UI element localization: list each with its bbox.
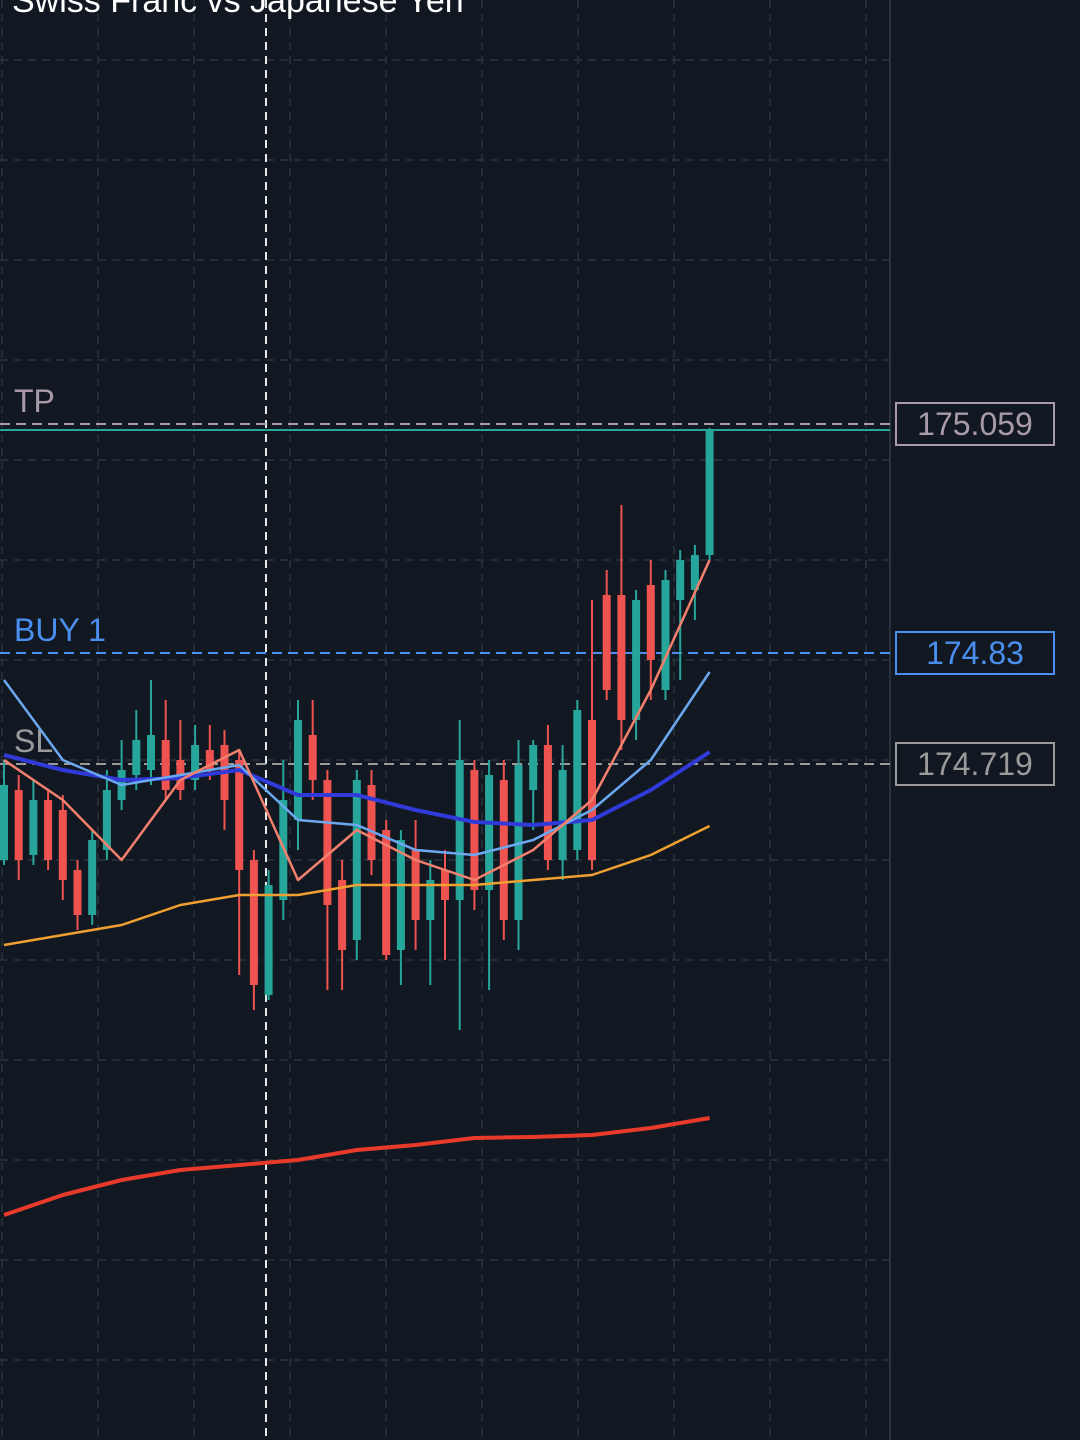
candle-body bbox=[499, 780, 508, 920]
candle-body bbox=[705, 430, 714, 555]
candle-body bbox=[588, 720, 596, 860]
candle-body bbox=[529, 745, 538, 790]
moving-average bbox=[3, 750, 711, 827]
candle-body bbox=[73, 870, 82, 915]
candle-body bbox=[191, 745, 200, 780]
candle-body bbox=[455, 760, 464, 900]
candle-body bbox=[661, 580, 670, 690]
candle-body bbox=[205, 750, 214, 770]
chart-title: Swiss Franc vs Japanese Yen bbox=[12, 0, 464, 20]
candle-body bbox=[102, 790, 111, 850]
candle-body bbox=[573, 710, 582, 850]
candle-body bbox=[249, 860, 258, 985]
candle-body bbox=[690, 555, 699, 590]
candle-body bbox=[617, 595, 626, 720]
moving-average bbox=[3, 824, 711, 947]
price-label: 174.83 bbox=[926, 635, 1024, 671]
candle-body bbox=[543, 745, 552, 860]
candle-body bbox=[426, 880, 435, 920]
candle-body bbox=[147, 735, 155, 770]
candle-body bbox=[602, 595, 611, 690]
candle-body bbox=[308, 735, 317, 780]
price-box bbox=[895, 742, 1055, 786]
level-label: SL bbox=[14, 723, 53, 759]
candle-body bbox=[632, 600, 641, 720]
candle-body bbox=[0, 785, 8, 860]
moving-average bbox=[2, 671, 711, 857]
price-label: 174.719 bbox=[917, 746, 1033, 782]
candle-body bbox=[676, 560, 685, 600]
candle-body bbox=[235, 760, 244, 870]
candle-body bbox=[132, 740, 141, 775]
candle-body bbox=[382, 830, 391, 955]
candle-body bbox=[29, 800, 38, 855]
level-label: BUY 1 bbox=[14, 612, 106, 648]
level-label: TP bbox=[14, 383, 55, 419]
candle-body bbox=[323, 780, 332, 905]
price-box bbox=[895, 402, 1055, 446]
candle-body bbox=[58, 810, 67, 880]
candle-body bbox=[264, 885, 273, 995]
candle-body bbox=[88, 840, 97, 915]
price-label: 175.059 bbox=[917, 406, 1033, 442]
candle-body bbox=[367, 785, 376, 860]
price-box bbox=[895, 631, 1055, 675]
candle-body bbox=[646, 585, 655, 660]
candle-body bbox=[14, 790, 23, 860]
candle-body bbox=[470, 770, 479, 890]
moving-average bbox=[3, 559, 711, 882]
candle-body bbox=[396, 840, 405, 950]
candle-body bbox=[485, 775, 494, 890]
moving-average bbox=[3, 1116, 710, 1217]
candle-body bbox=[294, 720, 302, 820]
candle-body bbox=[161, 740, 170, 790]
candle-body bbox=[558, 770, 567, 860]
candle-body bbox=[338, 880, 347, 950]
candle-body bbox=[44, 800, 53, 860]
candle-body bbox=[352, 780, 361, 940]
